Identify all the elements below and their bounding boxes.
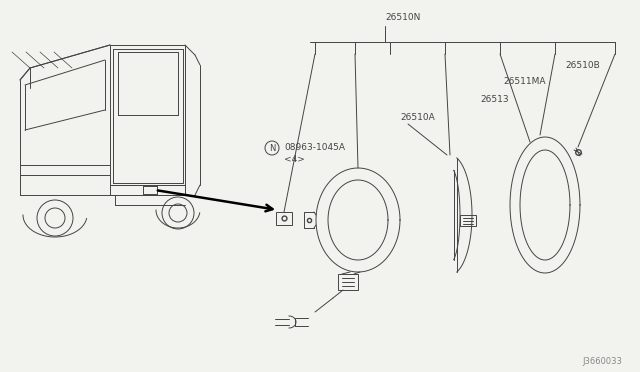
Text: 26511MA: 26511MA — [503, 77, 545, 87]
Text: 08963-1045A: 08963-1045A — [284, 144, 345, 153]
Text: J3660033: J3660033 — [582, 356, 622, 366]
Text: <4>: <4> — [284, 155, 305, 164]
Text: 26510N: 26510N — [385, 13, 420, 22]
Text: 26513: 26513 — [480, 96, 509, 105]
Text: N: N — [269, 144, 275, 153]
Text: 26510A: 26510A — [400, 113, 435, 122]
Text: 26510B: 26510B — [565, 61, 600, 70]
